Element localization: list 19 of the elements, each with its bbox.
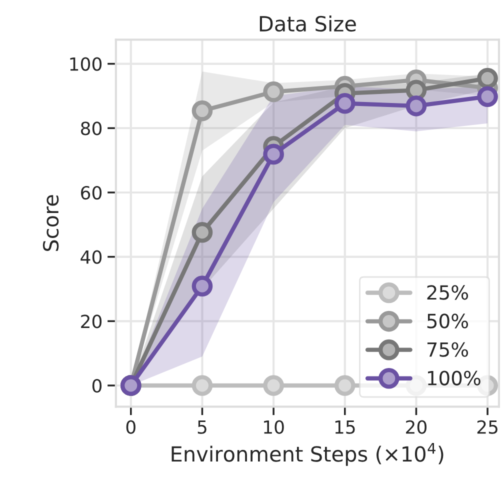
x-tick-label: 10 bbox=[264, 420, 284, 434]
chart-title: Data Size bbox=[260, 16, 356, 32]
x-axis-title: Environment Steps (×10$^{4}$) bbox=[172, 442, 444, 466]
x-tick-label: 25 bbox=[477, 420, 498, 434]
y-tick-label: 60 bbox=[81, 186, 102, 200]
y-tick-label: 40 bbox=[80, 250, 102, 264]
legend-label: 75% bbox=[427, 342, 468, 357]
x-tick-label: 5 bbox=[198, 420, 206, 434]
x-tick-label: 15 bbox=[335, 420, 355, 434]
legend-label: 25% bbox=[427, 285, 468, 300]
y-axis-title: Score bbox=[42, 195, 59, 251]
y-tick-label: 80 bbox=[80, 122, 102, 136]
y-tick-label: 0 bbox=[92, 378, 102, 393]
y-tick-label: 100 bbox=[70, 57, 102, 71]
x-tick-label: 0 bbox=[126, 420, 136, 434]
legend-label: 50% bbox=[427, 314, 468, 328]
legend-label: 100% bbox=[428, 370, 480, 386]
y-tick-label: 20 bbox=[81, 314, 102, 328]
x-tick-label: 20 bbox=[406, 420, 427, 434]
